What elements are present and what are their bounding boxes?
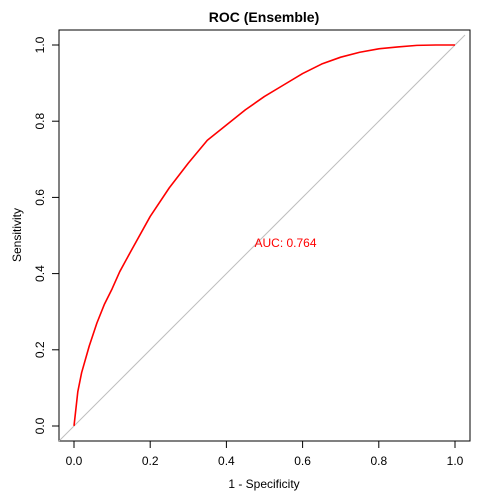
y-tick-label: 0.2	[33, 341, 47, 358]
y-tick-label: 0.6	[33, 189, 47, 206]
x-axis: 0.0 0.2 0.4 0.6 0.8 1.0	[66, 440, 464, 468]
x-tick-label: 0.2	[142, 454, 159, 468]
y-tick-label: 0.4	[33, 265, 47, 282]
x-tick-label: 1.0	[447, 454, 464, 468]
x-tick-label: 0.6	[294, 454, 311, 468]
y-tick-label: 0.8	[33, 113, 47, 130]
y-tick-label: 0.0	[33, 417, 47, 434]
roc-curve	[73, 44, 455, 427]
x-tick-label: 0.0	[66, 454, 83, 468]
auc-annotation: AUC: 0.764	[255, 236, 317, 250]
x-tick-label: 0.4	[218, 454, 235, 468]
y-axis-label: Sensitivity	[10, 208, 24, 262]
x-tick-label: 0.8	[370, 454, 387, 468]
y-axis: 0.0 0.2 0.4 0.6 0.8 1.0	[33, 36, 60, 434]
diagonal-reference-line	[73, 34, 466, 427]
y-tick-label: 1.0	[33, 36, 47, 53]
diagonal-reference-line-extension	[58, 425, 75, 442]
chart-title: ROC (Ensemble)	[209, 9, 319, 25]
x-axis-label: 1 - Specificity	[228, 477, 299, 491]
